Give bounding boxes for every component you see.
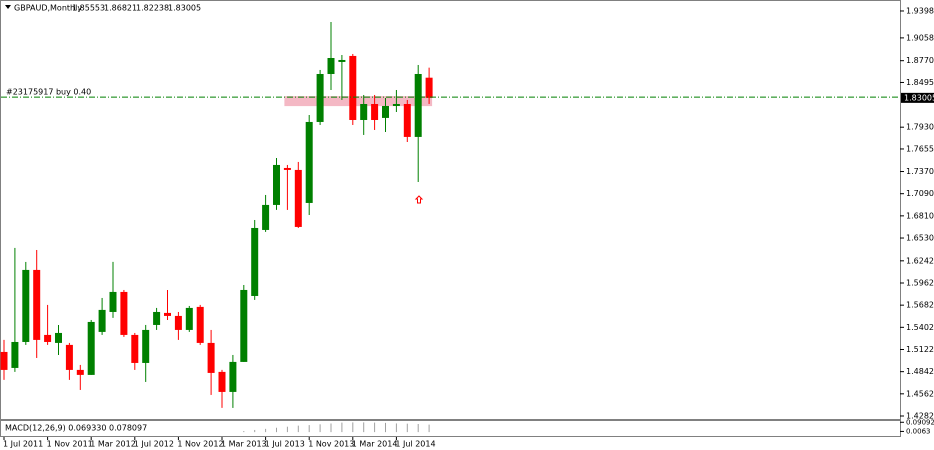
- y-tick-label: 1.54020: [906, 323, 934, 332]
- y-tick-label: 1.70900: [906, 189, 934, 198]
- x-tick-label: 1 Mar 2013: [221, 440, 267, 449]
- candle-body: [273, 164, 280, 205]
- candle-body: [327, 58, 335, 74]
- candle-body: [120, 291, 128, 335]
- x-tick-label: 1 Jul 2012: [134, 440, 174, 449]
- candle-body: [262, 204, 270, 230]
- candle-body: [55, 332, 62, 343]
- candle-body: [382, 105, 389, 118]
- candle-body: [218, 371, 226, 392]
- candle-body: [0, 351, 8, 370]
- candle-body: [251, 227, 259, 296]
- y-tick-label: 1.56820: [906, 301, 934, 310]
- candle-body: [229, 361, 237, 392]
- candle-body: [65, 344, 73, 370]
- ohlc-open: 1.85553: [72, 4, 105, 13]
- y-tick-label: 1.42820: [906, 411, 934, 420]
- candle-body: [109, 291, 117, 312]
- y-tick-label: 1.79300: [906, 123, 934, 132]
- order-label: #23175917 buy 0.40: [6, 88, 91, 97]
- candle-body: [131, 334, 139, 363]
- candle-body: [174, 315, 182, 330]
- ohlc-high: 1.86821: [104, 4, 137, 13]
- candle-body: [33, 269, 41, 340]
- candle-body: [294, 169, 302, 227]
- candle-body: [425, 77, 433, 98]
- x-tick-label: 1 Jul 2013: [265, 440, 305, 449]
- y-tick-label: 1.93980: [906, 6, 934, 15]
- y-tick-label: 1.65300: [906, 234, 934, 243]
- y-tick-label: 1.73700: [906, 167, 934, 176]
- y-tick-label: 1.90580: [906, 33, 934, 42]
- candle-body: [392, 103, 400, 106]
- y-tick-label: 1.62420: [906, 256, 934, 265]
- candle-body: [305, 121, 313, 203]
- y-tick-label: 1.87700: [906, 56, 934, 65]
- macd-label: MACD(12,26,9) 0.069330 0.078097: [5, 424, 147, 433]
- y-tick-label: 1.51220: [906, 345, 934, 354]
- y-tick-label: 1.84950: [906, 78, 934, 87]
- x-tick-label: 1 Nov 2011: [47, 440, 93, 449]
- x-tick-label: 1 Nov 2012: [177, 440, 223, 449]
- candle-body: [98, 309, 106, 332]
- ohlc-close: 1.83005: [168, 4, 201, 13]
- candle-body: [403, 103, 411, 137]
- trade-arrow: [414, 195, 424, 204]
- candle-body: [240, 289, 248, 362]
- candle-body: [283, 167, 291, 170]
- candle-body: [360, 103, 368, 120]
- candle-body: [22, 269, 30, 342]
- x-tick-label: 1 Jul 2014: [395, 440, 435, 449]
- main-panel: [0, 0, 901, 420]
- candle-body: [349, 55, 357, 120]
- price-badge: [901, 92, 934, 103]
- y-tick-label: 1.59620: [906, 278, 934, 287]
- order-band: [284, 96, 433, 107]
- macd-tick-label: 0.0063: [906, 427, 931, 435]
- candle-body: [164, 312, 171, 316]
- x-tick-label: 1 Mar 2014: [352, 440, 398, 449]
- candle-body: [142, 329, 150, 363]
- y-tick-label: 1.76550: [906, 144, 934, 153]
- candle-body: [371, 103, 379, 120]
- menu-triangle: [5, 5, 11, 9]
- y-tick-label: 1.68100: [906, 211, 934, 220]
- candle-body: [316, 73, 324, 122]
- candle-body: [414, 73, 422, 137]
- candle-body: [196, 306, 204, 343]
- x-tick-label: 1 Jul 2011: [3, 440, 43, 449]
- candle-body: [338, 59, 346, 62]
- macd-tick-label: 0.090925: [906, 418, 934, 426]
- candle-body: [76, 369, 84, 375]
- candle-body: [185, 307, 193, 330]
- candle-body: [11, 341, 19, 368]
- price-badge-label: 1.83005: [904, 93, 934, 102]
- candle-body: [87, 321, 95, 375]
- x-tick-label: 1 Nov 2013: [308, 440, 354, 449]
- x-tick-label: 1 Mar 2012: [90, 440, 136, 449]
- y-tick-label: 1.45620: [906, 389, 934, 398]
- chart-title: GBPAUD,Monthly: [14, 4, 82, 13]
- candle-body: [207, 342, 215, 373]
- candle-body: [153, 311, 161, 325]
- ohlc-low: 1.82238: [136, 4, 169, 13]
- candle-body: [44, 334, 52, 342]
- y-tick-label: 1.48420: [906, 367, 934, 376]
- macd-panel: [0, 420, 901, 437]
